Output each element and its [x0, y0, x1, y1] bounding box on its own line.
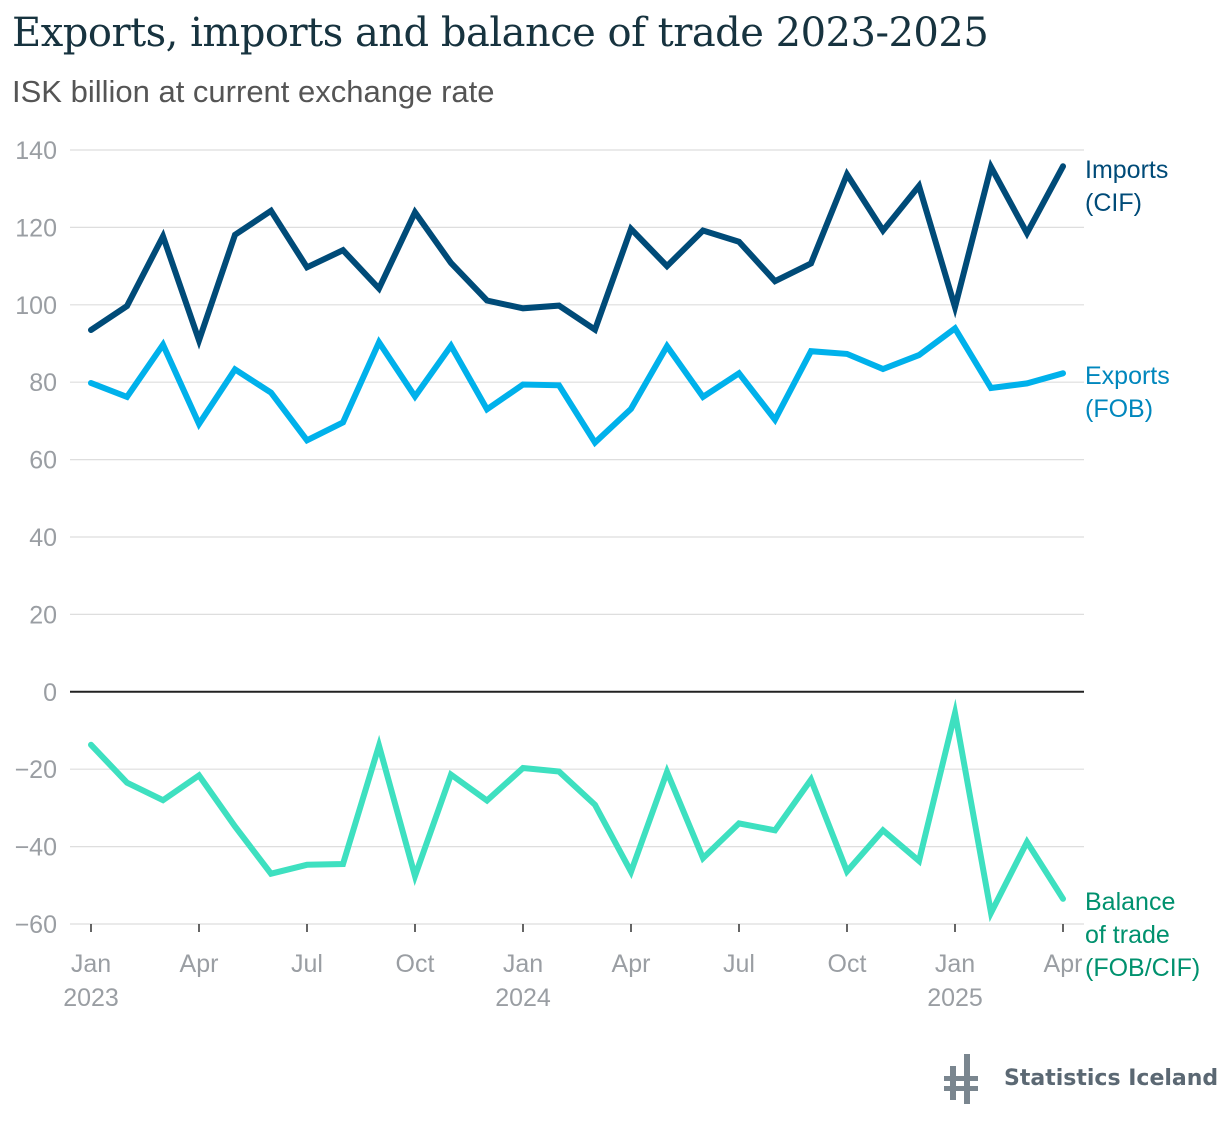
x-tick-year-label: 2023 [63, 984, 119, 1012]
y-tick-label: 0 [43, 679, 57, 707]
x-tick-year-label: 2025 [927, 984, 983, 1012]
series-label-line: (CIF) [1085, 189, 1142, 217]
x-tick-label: Apr [1044, 950, 1083, 978]
x-tick-label: Oct [396, 950, 435, 978]
y-tick-label: 20 [29, 601, 57, 629]
y-tick-label: 60 [29, 447, 57, 475]
statistics-iceland-logo: Statistics Iceland [944, 1052, 1218, 1108]
y-tick-label: 120 [15, 214, 57, 242]
series-line [88, 158, 1066, 350]
logo-text: Statistics Iceland [1004, 1066, 1219, 1091]
series-label-line: (FOB) [1085, 395, 1153, 423]
y-tick-label: −40 [15, 834, 57, 862]
x-tick-label: Jan [935, 950, 975, 978]
y-tick-label: −20 [15, 756, 57, 784]
series-line [88, 324, 1066, 448]
grid-lines [70, 149, 1084, 925]
chart-subtitle: ISK billion at current exchange rate [12, 74, 495, 109]
series-label-line: Balance [1085, 888, 1175, 916]
x-tick-label: Jan [71, 950, 111, 978]
x-tick-label: Jul [291, 950, 323, 978]
x-tick-label: Jan [503, 950, 543, 978]
x-tick-year-label: 2024 [495, 984, 551, 1012]
x-tick-label: Oct [828, 950, 867, 978]
series-line [88, 698, 1066, 923]
series-label: Imports (CIF) [1085, 156, 1168, 217]
line-chart: 140 120 100 80 60 40 20 0 −20 −40 −60 Jan 2023 Apr Ju… [15, 137, 1201, 1012]
x-tick-label: Jul [723, 950, 755, 978]
x-tick-label: Apr [612, 950, 651, 978]
chart-title: Exports, imports and balance of trade 20… [12, 10, 989, 56]
series-label-line: Exports [1085, 362, 1170, 390]
x-tick-label: Apr [180, 950, 219, 978]
y-tick-label: −60 [15, 911, 57, 939]
series-label-line: (FOB/CIF) [1085, 954, 1200, 982]
y-axis: 140 120 100 80 60 40 20 0 −20 −40 −60 [15, 137, 57, 939]
y-tick-label: 40 [29, 524, 57, 552]
x-axis: Jan 2023 Apr Jul Oct Jan 2024 Apr Jul Oct Jan 2025 A… [63, 924, 1082, 1012]
y-tick-label: 80 [29, 369, 57, 397]
series-label: Balance of trade (FOB/CIF) [1085, 888, 1200, 982]
y-tick-label: 100 [15, 292, 57, 320]
series-labels: Imports (CIF) Exports (FOB) Balance of trade (… [1085, 156, 1200, 982]
y-tick-label: 140 [15, 137, 57, 165]
series-lines [88, 158, 1066, 923]
statistics-iceland-logo-icon [944, 1054, 978, 1104]
series-label: Exports (FOB) [1085, 362, 1170, 423]
series-label-line: Imports [1085, 156, 1168, 184]
series-label-line: of trade [1085, 921, 1170, 949]
